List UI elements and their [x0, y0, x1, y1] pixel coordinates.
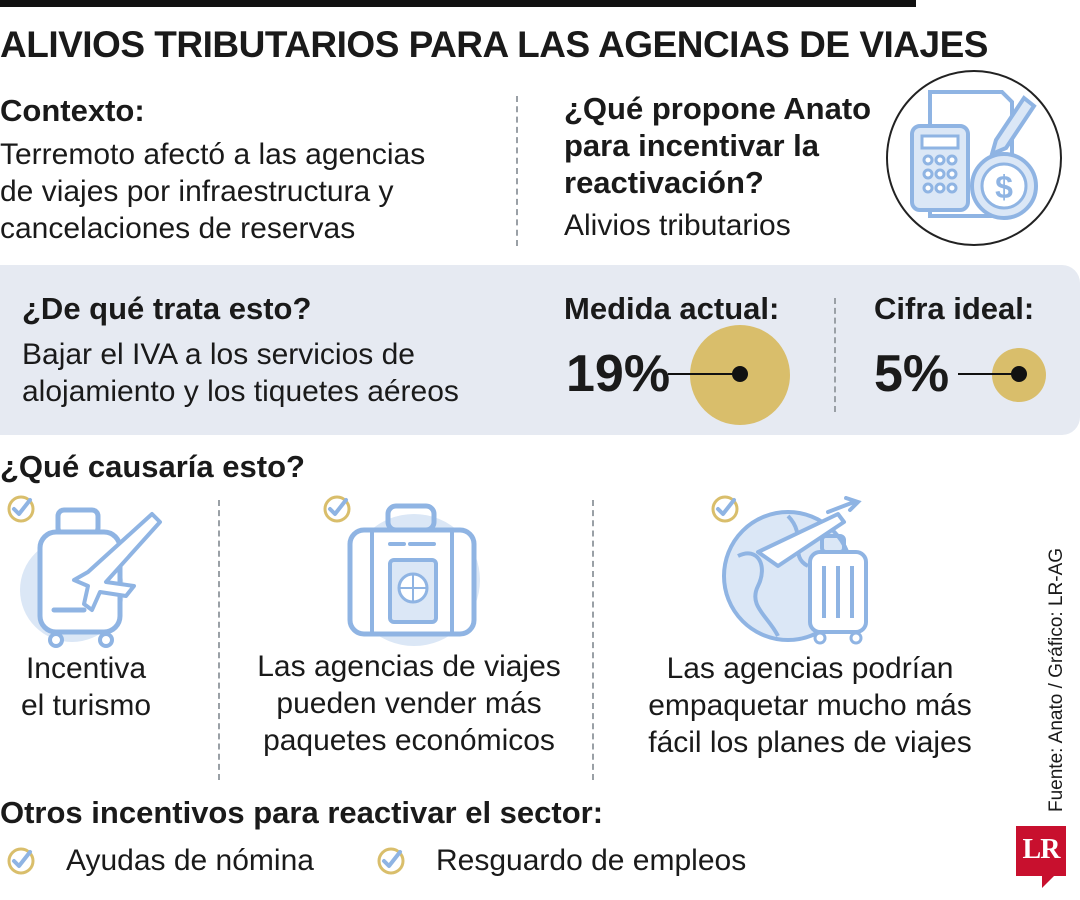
check-icon	[7, 495, 35, 523]
check-icon	[377, 847, 405, 875]
causaria-item-text: Incentiva el turismo	[0, 650, 172, 724]
lr-logo-tail	[1042, 874, 1056, 888]
check-icon	[7, 847, 35, 875]
propuesta-answer: Alivios tributarios	[564, 209, 791, 242]
otros-item: Ayudas de nómina	[66, 844, 314, 877]
check-icon	[711, 495, 739, 523]
propuesta-heading-line: ¿Qué propone Anato	[564, 91, 872, 126]
cifra-ideal-label: Cifra ideal:	[874, 291, 1035, 326]
top-rule	[0, 0, 916, 7]
causaria-item-line: empaquetar mucho más	[648, 689, 972, 722]
contexto-text: Terremoto afectó a las agencias de viaje…	[0, 136, 425, 247]
trata-line: Bajar el IVA a los servicios de	[22, 338, 415, 371]
divider	[592, 500, 594, 780]
svg-text:$: $	[995, 169, 1013, 205]
cifra-ideal-pointer	[958, 373, 1018, 375]
cifra-ideal-value: 5%	[874, 345, 950, 403]
contexto-line: de viajes por infraestructura y	[0, 175, 394, 208]
calculator-money-icon: $	[886, 70, 1062, 246]
causaria-item-line: Las agencias podrían	[666, 652, 954, 685]
trata-text: Bajar el IVA a los servicios de alojamie…	[22, 336, 459, 410]
otros-item: Resguardo de empleos	[436, 844, 747, 877]
globe-plane-suitcase-icon	[722, 496, 868, 645]
suitcase-passport-icon	[347, 503, 480, 646]
causaria-item-line: fácil los planes de viajes	[648, 726, 972, 759]
page-title: ALIVIOS TRIBUTARIOS PARA LAS AGENCIAS DE…	[0, 24, 988, 65]
propuesta-heading-line: para incentivar la	[564, 128, 820, 163]
trata-line: alojamiento y los tiquetes aéreos	[22, 375, 459, 408]
causaria-item-line: paquetes económicos	[263, 724, 555, 757]
lr-logo: LR	[1016, 826, 1066, 876]
medida-actual-dot	[732, 366, 748, 382]
trata-heading: ¿De qué trata esto?	[22, 291, 312, 326]
check-icon	[323, 495, 351, 523]
medida-actual-pointer	[668, 373, 740, 375]
otros-heading: Otros incentivos para reactivar el secto…	[0, 795, 604, 830]
causaria-item-line: pueden vender más	[276, 687, 542, 720]
propuesta-heading-line: reactivación?	[564, 165, 764, 200]
divider	[218, 500, 220, 780]
contexto-line: cancelaciones de reservas	[0, 212, 356, 245]
causaria-heading: ¿Qué causaría esto?	[0, 449, 305, 484]
propuesta-heading: ¿Qué propone Anato para incentivar la re…	[564, 90, 871, 201]
contexto-heading: Contexto:	[0, 93, 145, 128]
luggage-plane-icon	[20, 507, 162, 648]
lr-logo-text: LR	[1022, 834, 1061, 865]
divider	[516, 96, 518, 246]
medida-actual-label: Medida actual:	[564, 291, 780, 326]
causaria-item-text: Las agencias de viajes pueden vender más…	[228, 648, 590, 759]
medida-actual-value: 19%	[566, 345, 671, 403]
source-credit: Fuente: Anato / Gráfico: LR-AG	[1046, 547, 1067, 812]
causaria-item-line: el turismo	[20, 689, 152, 722]
causaria-item-text: Las agencias podrían empaquetar mucho má…	[600, 650, 1020, 761]
divider	[834, 298, 836, 412]
cifra-ideal-dot	[1011, 366, 1027, 382]
causaria-item-line: Incentiva	[25, 652, 147, 685]
causaria-item-line: Las agencias de viajes	[257, 650, 561, 683]
contexto-line: Terremoto afectó a las agencias	[0, 138, 426, 171]
iva-panel	[0, 265, 1080, 435]
